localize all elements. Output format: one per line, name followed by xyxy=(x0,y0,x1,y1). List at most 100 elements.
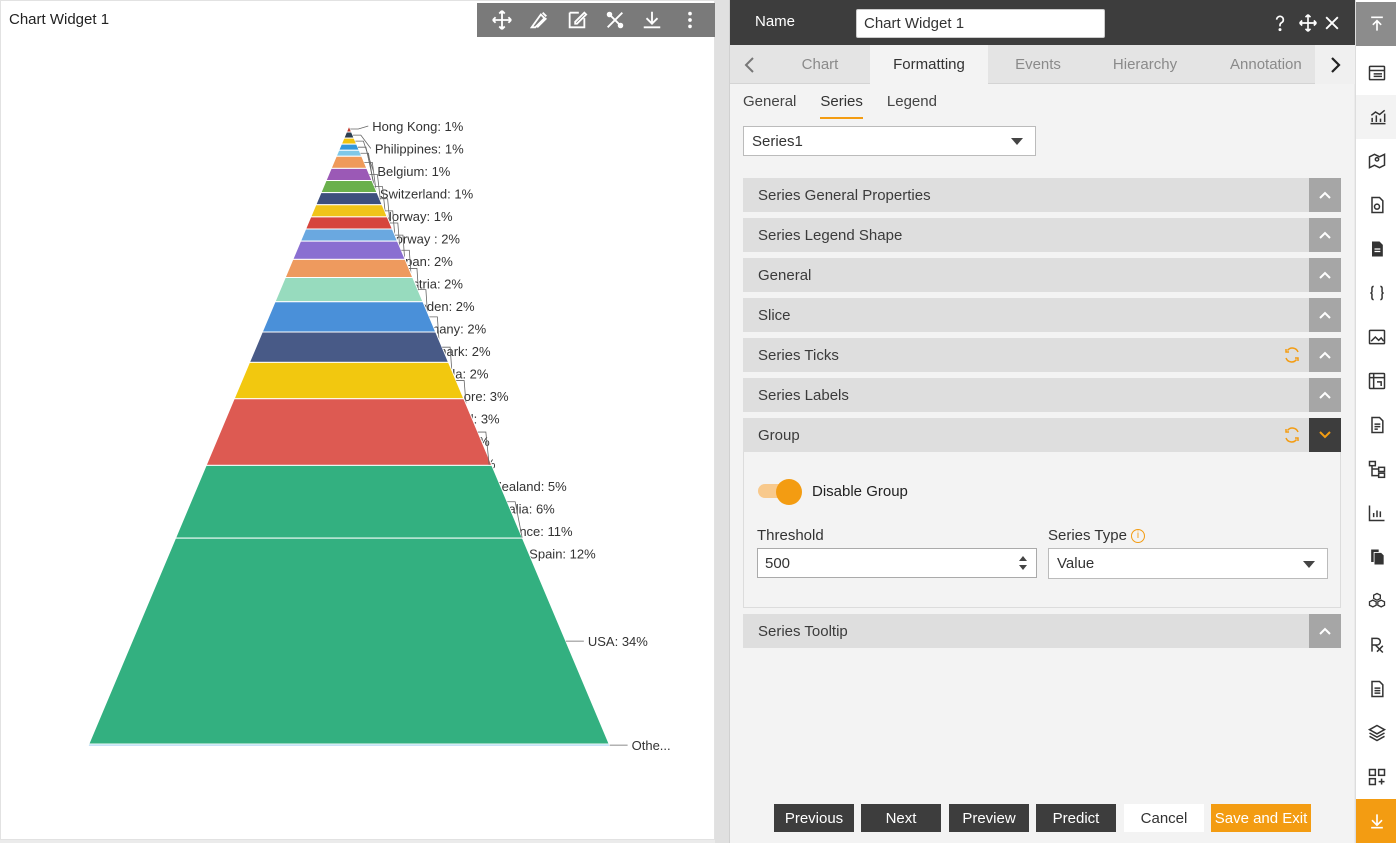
report-icon[interactable] xyxy=(1356,183,1396,227)
rx-icon[interactable] xyxy=(1356,623,1396,667)
pyramid-slice[interactable] xyxy=(330,155,368,169)
bar-chart-icon[interactable] xyxy=(1356,491,1396,535)
chevron-up-icon[interactable] xyxy=(1309,178,1341,212)
pyramid-slice[interactable] xyxy=(233,361,465,400)
pyramid-slice[interactable] xyxy=(343,131,355,139)
pyramid-slice[interactable] xyxy=(274,277,424,303)
pyramid-slice[interactable] xyxy=(248,331,450,363)
save-and-exit-button[interactable]: Save and Exit xyxy=(1211,804,1311,832)
pen-icon[interactable] xyxy=(526,7,552,33)
section-series-tooltip[interactable]: Series Tooltip xyxy=(743,614,1341,648)
hierarchy-icon[interactable] xyxy=(1356,447,1396,491)
chevron-up-icon[interactable] xyxy=(1309,378,1341,412)
subtab-series[interactable]: Series xyxy=(820,93,863,119)
download-icon[interactable] xyxy=(639,7,665,33)
section-series-ticks[interactable]: Series Ticks xyxy=(743,338,1341,372)
help-icon[interactable] xyxy=(1268,11,1292,35)
pyramid-slice[interactable] xyxy=(88,537,610,745)
chevron-up-icon[interactable] xyxy=(1309,298,1341,332)
pyramid-slice[interactable] xyxy=(335,149,363,157)
threshold-label: Threshold xyxy=(757,527,824,544)
pyramid-slice[interactable] xyxy=(325,167,373,182)
widget-title: Chart Widget 1 xyxy=(9,11,110,28)
pivot-icon[interactable] xyxy=(1356,359,1396,403)
download-icon[interactable] xyxy=(1356,799,1396,843)
subtab-legend[interactable]: Legend xyxy=(886,93,937,110)
tab-events[interactable]: Events xyxy=(1015,56,1061,73)
copy-icon[interactable] xyxy=(1356,535,1396,579)
pyramid-slice[interactable] xyxy=(315,192,383,206)
tab-chart[interactable]: Chart xyxy=(801,56,839,73)
layers-icon[interactable] xyxy=(1356,711,1396,755)
section-general[interactable]: General xyxy=(743,258,1341,292)
subtab-general[interactable]: General xyxy=(743,93,797,110)
image-icon[interactable] xyxy=(1356,315,1396,359)
section-group[interactable]: Group xyxy=(743,418,1341,452)
pyramid-slice[interactable] xyxy=(174,464,524,539)
tools-icon[interactable] xyxy=(602,7,628,33)
table-icon[interactable] xyxy=(1356,51,1396,95)
edit-icon[interactable] xyxy=(564,7,590,33)
name-input[interactable] xyxy=(856,9,1105,38)
spinner-icon[interactable] xyxy=(1018,555,1028,571)
pyramid-slice[interactable] xyxy=(340,137,358,145)
refresh-icon[interactable] xyxy=(1283,426,1301,444)
series-type-select[interactable]: Value xyxy=(1048,548,1328,579)
cancel-button[interactable]: Cancel xyxy=(1124,804,1204,832)
preview-button[interactable]: Preview xyxy=(949,804,1029,832)
section-series-labels[interactable]: Series Labels xyxy=(743,378,1341,412)
chevron-down-icon[interactable] xyxy=(1309,418,1341,452)
tab-annotation[interactable]: Annotation xyxy=(1230,56,1302,73)
pyramid-slice[interactable] xyxy=(320,180,378,194)
tab-formatting[interactable]: Formatting xyxy=(870,45,988,84)
document-icon[interactable] xyxy=(1356,227,1396,271)
previous-button[interactable]: Previous xyxy=(774,804,854,832)
chevron-left-icon[interactable] xyxy=(730,45,770,84)
more-icon[interactable] xyxy=(677,7,703,33)
disable-group-toggle[interactable] xyxy=(758,479,804,505)
refresh-icon[interactable] xyxy=(1283,346,1301,364)
page-icon[interactable] xyxy=(1356,667,1396,711)
move-icon[interactable] xyxy=(1296,11,1320,35)
chart-icon[interactable] xyxy=(1356,95,1396,139)
form-icon[interactable] xyxy=(1356,403,1396,447)
chevron-right-icon[interactable] xyxy=(1315,45,1355,84)
section-label: Slice xyxy=(758,306,791,324)
cubes-icon[interactable] xyxy=(1356,579,1396,623)
series-select[interactable]: Series1 xyxy=(743,126,1036,156)
group-section-body: Disable Group Threshold 500 Series Type i… xyxy=(743,452,1341,608)
predict-button[interactable]: Predict xyxy=(1036,804,1116,832)
chevron-up-icon[interactable] xyxy=(1309,338,1341,372)
slice-label: USA: 34% xyxy=(588,634,648,649)
pyramid-slice[interactable] xyxy=(299,228,399,242)
collapse-top-icon[interactable] xyxy=(1356,2,1396,46)
close-icon[interactable] xyxy=(1320,11,1344,35)
chevron-up-icon[interactable] xyxy=(1309,614,1341,648)
threshold-input[interactable]: 500 xyxy=(757,548,1037,578)
code-braces-icon[interactable] xyxy=(1356,271,1396,315)
pyramid-slice[interactable] xyxy=(338,143,360,151)
section-label: Series Labels xyxy=(758,386,849,404)
pyramid-slice[interactable] xyxy=(304,216,394,230)
pyramid-slice[interactable] xyxy=(261,301,437,333)
next-button[interactable]: Next xyxy=(861,804,941,832)
tab-hierarchy[interactable]: Hierarchy xyxy=(1112,56,1178,73)
move-icon[interactable] xyxy=(489,7,515,33)
section-series-legend-shape[interactable]: Series Legend Shape xyxy=(743,218,1341,252)
info-icon[interactable]: i xyxy=(1130,529,1145,544)
pyramid-slice[interactable] xyxy=(87,743,611,747)
pyramid-slice[interactable] xyxy=(292,240,406,260)
section-slice[interactable]: Slice xyxy=(743,298,1341,332)
chevron-up-icon[interactable] xyxy=(1309,258,1341,292)
pyramid-slice[interactable] xyxy=(205,398,493,466)
toggle-knob xyxy=(776,479,802,505)
widget-toolbar xyxy=(477,3,715,37)
pyramid-slice[interactable] xyxy=(309,204,389,218)
pyramid-slice[interactable] xyxy=(284,258,414,279)
panel-divider[interactable] xyxy=(715,0,729,843)
map-icon[interactable] xyxy=(1356,139,1396,183)
chevron-up-icon[interactable] xyxy=(1309,218,1341,252)
section-series-general-properties[interactable]: Series General Properties xyxy=(743,178,1341,212)
add-widget-icon[interactable] xyxy=(1356,755,1396,799)
series-select-value: Series1 xyxy=(752,132,803,150)
